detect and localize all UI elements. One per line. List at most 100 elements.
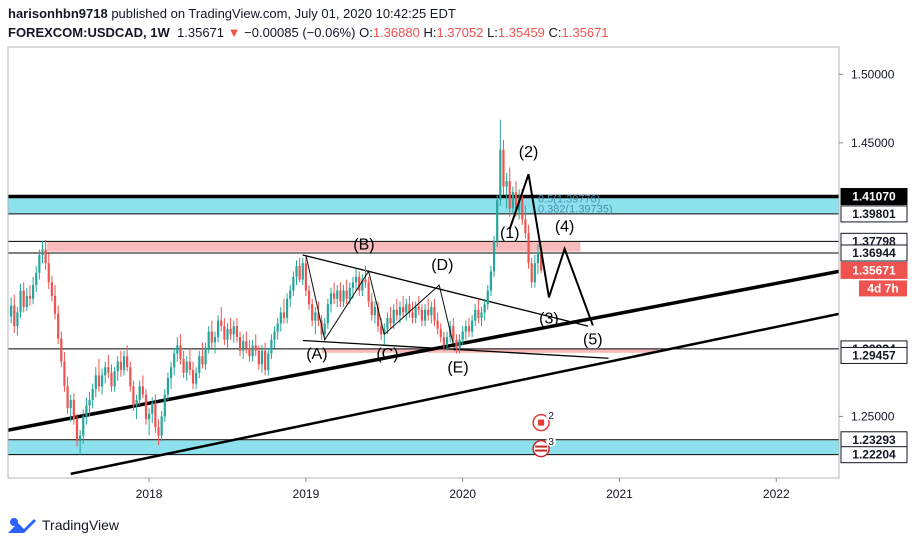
price-tag-value: 1.23293 <box>852 433 896 447</box>
candle <box>427 298 430 321</box>
candle-body <box>414 306 417 318</box>
candle-body <box>119 361 122 370</box>
price-label-tag: 1.39801 <box>840 205 908 223</box>
candle-body <box>138 386 141 401</box>
candle <box>533 254 536 288</box>
price-label-tag: 1.23293 <box>840 431 908 449</box>
candle <box>333 282 336 305</box>
trendline-0 <box>8 269 839 432</box>
x-tick-label: 2019 <box>293 487 320 501</box>
candle <box>524 205 527 239</box>
candle <box>480 306 483 327</box>
candle <box>361 274 364 297</box>
candle-body <box>242 341 245 351</box>
candle-body <box>251 345 254 357</box>
candle-body <box>38 254 41 273</box>
candle-body <box>195 372 198 384</box>
last-price: 1.35671 <box>177 25 225 40</box>
trendline-1 <box>70 312 839 476</box>
trendline-3 <box>302 339 609 359</box>
candle <box>373 301 376 324</box>
candle <box>282 298 286 324</box>
candle-body <box>66 386 69 409</box>
price-tag-value: 1.36944 <box>852 246 896 260</box>
candle-body <box>395 309 398 316</box>
candle-body <box>339 290 342 302</box>
candle <box>198 350 201 379</box>
candle-body <box>213 337 217 343</box>
price-label-tag: 1.41070 <box>840 188 908 206</box>
candle-body <box>97 375 101 387</box>
candle <box>323 317 326 340</box>
candle <box>455 334 458 354</box>
candle-body <box>53 296 57 314</box>
fib-label: 0.382(1.39735) <box>538 204 613 216</box>
candle <box>207 326 210 354</box>
wave-label: (1) <box>500 225 520 242</box>
candle-body <box>492 241 496 272</box>
candle-body <box>333 293 336 299</box>
candle-body <box>173 353 176 368</box>
candle <box>458 334 461 354</box>
candle <box>392 304 395 329</box>
candle-body <box>301 263 304 280</box>
usa-flag-event: 3 <box>532 436 557 458</box>
candle <box>304 254 308 297</box>
candle-body <box>452 326 455 340</box>
candle <box>436 312 439 335</box>
candle-body <box>471 320 474 332</box>
candle <box>173 348 176 376</box>
candle-body <box>41 249 44 255</box>
candle <box>464 320 467 340</box>
candle <box>367 276 370 307</box>
candle-body <box>392 309 395 324</box>
candle-body <box>273 331 276 340</box>
candle <box>242 334 245 359</box>
fib-label: 0.5(1.39776) <box>538 193 600 205</box>
candle-body <box>176 345 179 354</box>
candle-body <box>279 312 282 324</box>
candle <box>195 367 198 390</box>
candle <box>292 271 295 297</box>
candle <box>113 367 116 392</box>
candle-body <box>220 320 223 327</box>
candle <box>166 372 170 401</box>
candle-body <box>285 298 289 318</box>
y-tick-label: 1.25000 <box>851 409 895 423</box>
open-value: 1.36880 <box>372 25 420 40</box>
price-tag-box <box>840 346 908 364</box>
candle-body <box>116 361 119 372</box>
candle <box>60 331 63 368</box>
candle-body <box>188 361 191 370</box>
candle-body <box>436 320 439 329</box>
candle-body <box>521 197 524 220</box>
candle <box>69 394 72 422</box>
candle-body <box>254 345 257 351</box>
candle-body <box>383 328 386 335</box>
candle <box>370 293 373 321</box>
candle <box>260 345 264 373</box>
candle <box>232 320 235 343</box>
candle-body <box>229 328 232 335</box>
candle <box>141 375 144 399</box>
author-name[interactable]: harisonhbn9718 <box>8 6 108 21</box>
candle <box>19 283 22 318</box>
candle <box>163 389 166 422</box>
candle-body <box>307 290 311 305</box>
candle-body <box>50 282 53 297</box>
candle-body <box>19 290 22 313</box>
cyan-zone-0 <box>8 196 839 214</box>
candle <box>264 342 267 376</box>
candle <box>31 276 35 305</box>
candle-body <box>508 181 511 209</box>
candle <box>138 380 141 406</box>
impulse-wave-path <box>508 173 594 326</box>
brand-name[interactable]: TradingView <box>42 517 120 533</box>
candle-body <box>25 296 28 307</box>
candle-body <box>166 378 170 395</box>
candle-body <box>144 394 148 420</box>
event-count: 3 <box>548 437 554 448</box>
candle-body <box>182 358 185 373</box>
candle <box>25 287 28 312</box>
